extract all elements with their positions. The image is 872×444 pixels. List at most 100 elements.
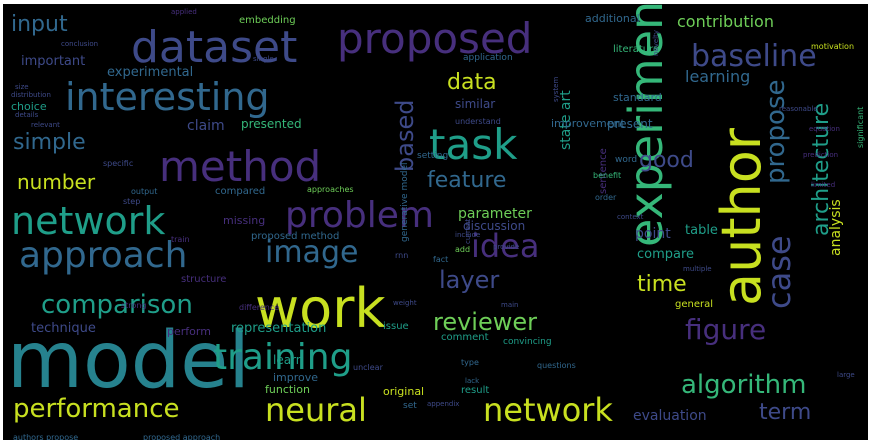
word-technique: technique — [31, 321, 96, 336]
word-discussion: discussion — [463, 219, 526, 233]
word-learning: learning — [685, 67, 751, 86]
word-motivation: motivation — [811, 42, 855, 51]
word-input: input — [11, 12, 68, 37]
word-model: model — [7, 316, 250, 406]
word-embedding: embedding — [239, 15, 296, 26]
word-evaluation: evaluation — [633, 408, 707, 424]
word-lack: lack — [465, 377, 480, 385]
word-present: present — [607, 117, 653, 131]
word-applied: applied — [171, 8, 197, 16]
word-simple: simple — [13, 130, 86, 155]
word-include: include — [455, 231, 481, 239]
word-application: application — [463, 53, 513, 63]
word-table: table — [685, 223, 718, 238]
word-difference: difference — [239, 303, 280, 312]
word-missing: missing — [223, 214, 266, 227]
word-setting: setting — [417, 151, 449, 161]
word-appendix: appendix — [427, 400, 460, 408]
word-image: image — [265, 235, 359, 270]
word-distribution: distribution — [11, 91, 51, 99]
word-training: training — [213, 337, 353, 378]
word-claim: claim — [187, 118, 225, 134]
word-important: important — [21, 54, 86, 69]
word-improvement: improvement — [551, 117, 625, 130]
word-additional: additional — [585, 12, 640, 25]
word-good: good — [639, 148, 694, 173]
word-prediction: prediction — [803, 151, 839, 159]
word-feature: feature — [427, 168, 507, 193]
word-point: point — [635, 226, 671, 242]
word-analysis: analysis — [828, 199, 844, 256]
word-cloud: model work author experiment proposed dataset… — [3, 4, 868, 440]
word-relevant: relevant — [31, 121, 60, 129]
word-experimental: experimental — [107, 65, 194, 80]
word-layer: layer — [439, 266, 500, 294]
word-generative-model: generative model — [400, 162, 410, 242]
word-parameter: parameter — [458, 206, 532, 222]
word-performance: performance — [13, 394, 180, 424]
word-compared: compared — [215, 186, 266, 197]
word-idea: idea — [471, 227, 540, 265]
word-compare: compare — [637, 247, 695, 262]
word-comparison: comparison — [41, 290, 193, 320]
word-perform: perform — [167, 325, 211, 338]
word-problem: problem — [285, 195, 434, 236]
word-interesting: interesting — [65, 75, 270, 119]
word-standard: standard — [613, 91, 662, 104]
word-algorithm: algorithm — [681, 370, 807, 400]
word-context: context — [617, 213, 644, 221]
word-main: main — [501, 301, 519, 309]
word-contribution: contribution — [677, 12, 774, 31]
word-details: details — [15, 111, 39, 119]
word-original: original — [383, 385, 425, 398]
word-case: case — [760, 235, 798, 309]
word-conclusion: conclusion — [61, 40, 99, 48]
word-time: time — [637, 272, 687, 297]
word-task: task — [429, 120, 518, 169]
word-neural: neural — [265, 391, 367, 429]
word-improve: improve — [273, 371, 319, 384]
word-data: data — [447, 70, 497, 95]
word-equation: equation — [809, 125, 840, 133]
word-network: network — [483, 391, 613, 429]
word-propose: propose — [761, 79, 791, 184]
word-issue: issue — [383, 321, 409, 332]
word-work: work — [255, 277, 386, 340]
word-output: output — [131, 187, 158, 196]
word-convincing: convincing — [503, 337, 552, 347]
word-structure: structure — [181, 274, 227, 285]
word-benefit: benefit — [593, 171, 622, 180]
word-approach: approach — [19, 235, 188, 276]
word-number: number — [17, 170, 96, 194]
word-dataset: dataset — [131, 22, 298, 73]
word-size: size — [15, 83, 29, 91]
word-reviewer: reviewer — [433, 308, 538, 336]
word-system: system — [552, 76, 560, 102]
word-approaches: approaches — [307, 185, 354, 194]
word-authors-propose: authors propose — [13, 433, 79, 441]
word-limited: limited — [811, 181, 836, 189]
word-baseline: baseline — [691, 39, 817, 74]
word-similar: similar — [455, 97, 496, 111]
word-learn: learn — [273, 353, 304, 367]
word-set: set — [403, 401, 417, 411]
word-step: step — [123, 197, 141, 206]
word-proposed-method: proposed method — [251, 231, 340, 242]
word-literature: literature — [613, 44, 660, 55]
word-figure: figure — [685, 313, 767, 346]
word-presented: presented — [241, 117, 302, 131]
word-order: order — [595, 193, 617, 202]
word-representation: representation — [231, 321, 327, 336]
word-proposed-approach: proposed approach — [143, 433, 221, 441]
word-type: type — [461, 358, 479, 367]
word-significant: significant — [856, 106, 865, 148]
word-understand: understand — [455, 117, 501, 126]
word-proposed: proposed — [337, 14, 533, 63]
word-train: train — [171, 235, 190, 244]
word-method: method — [159, 142, 322, 191]
word-weight: weight — [393, 299, 417, 307]
word-based: based — [391, 99, 419, 172]
word-provide: provide — [493, 243, 520, 251]
word-large: large — [837, 371, 855, 379]
word-multiple: multiple — [683, 265, 712, 273]
